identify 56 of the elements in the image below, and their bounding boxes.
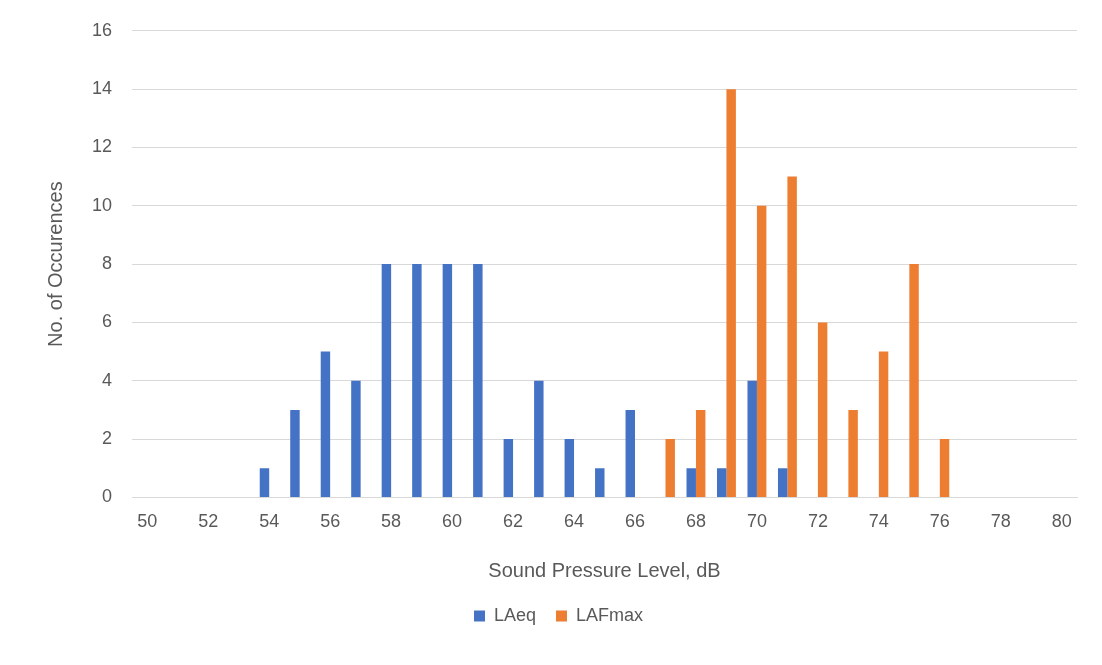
x-tick-label: 62 [503, 511, 524, 532]
x-tick-label: 80 [1051, 511, 1072, 532]
bar [878, 351, 889, 497]
bar [665, 439, 675, 497]
bar [412, 264, 422, 497]
bar [756, 205, 767, 497]
x-tick-label: 78 [990, 511, 1011, 532]
legend-label: LAeq [493, 604, 537, 625]
x-tick-label: 60 [442, 511, 463, 532]
y-tick-label: 4 [102, 369, 113, 390]
x-tick-label: 56 [320, 511, 341, 532]
bar [503, 439, 514, 497]
y-tick-label: 2 [102, 428, 113, 449]
x-tick-label: 52 [198, 511, 219, 532]
y-tick-label: 16 [91, 19, 113, 40]
bar [848, 409, 858, 497]
bar [259, 468, 270, 497]
x-tick-label: 64 [564, 511, 585, 532]
bar [777, 468, 788, 497]
x-axis-title: Sound Pressure Level, dB [488, 558, 721, 581]
x-tick-label: 76 [929, 511, 950, 532]
bar [726, 89, 736, 497]
x-tick-label: 70 [746, 511, 767, 532]
x-tick-label: 54 [259, 511, 280, 532]
bar [442, 264, 453, 497]
bar [320, 351, 331, 497]
x-tick-label: 72 [807, 511, 828, 532]
y-tick-label: 8 [102, 253, 113, 274]
x-tick-label: 68 [685, 511, 706, 532]
bar [747, 380, 757, 497]
bar [817, 322, 828, 497]
bar [351, 380, 361, 497]
bar [564, 439, 575, 497]
bar [939, 439, 950, 497]
bar [695, 409, 706, 497]
y-tick-label: 12 [91, 136, 113, 157]
bar [595, 468, 605, 497]
bar [909, 264, 919, 497]
bar [686, 468, 696, 497]
bar [381, 264, 392, 497]
y-axis-title: No. of Occurences [43, 181, 66, 347]
bar [534, 380, 544, 497]
bar [716, 468, 727, 497]
y-tick-label: 14 [91, 78, 113, 99]
bar [787, 176, 797, 497]
bar [473, 264, 483, 497]
x-tick-label: 50 [137, 511, 158, 532]
bar [290, 409, 300, 497]
x-tick-label: 66 [624, 511, 646, 532]
legend-label: LAFmax [576, 604, 644, 625]
y-tick-label: 6 [102, 311, 113, 332]
bar [625, 409, 635, 497]
x-tick-label: 58 [381, 511, 402, 532]
y-tick-label: 0 [102, 486, 113, 507]
y-tick-label: 10 [91, 194, 113, 215]
x-tick-label: 74 [868, 511, 889, 532]
